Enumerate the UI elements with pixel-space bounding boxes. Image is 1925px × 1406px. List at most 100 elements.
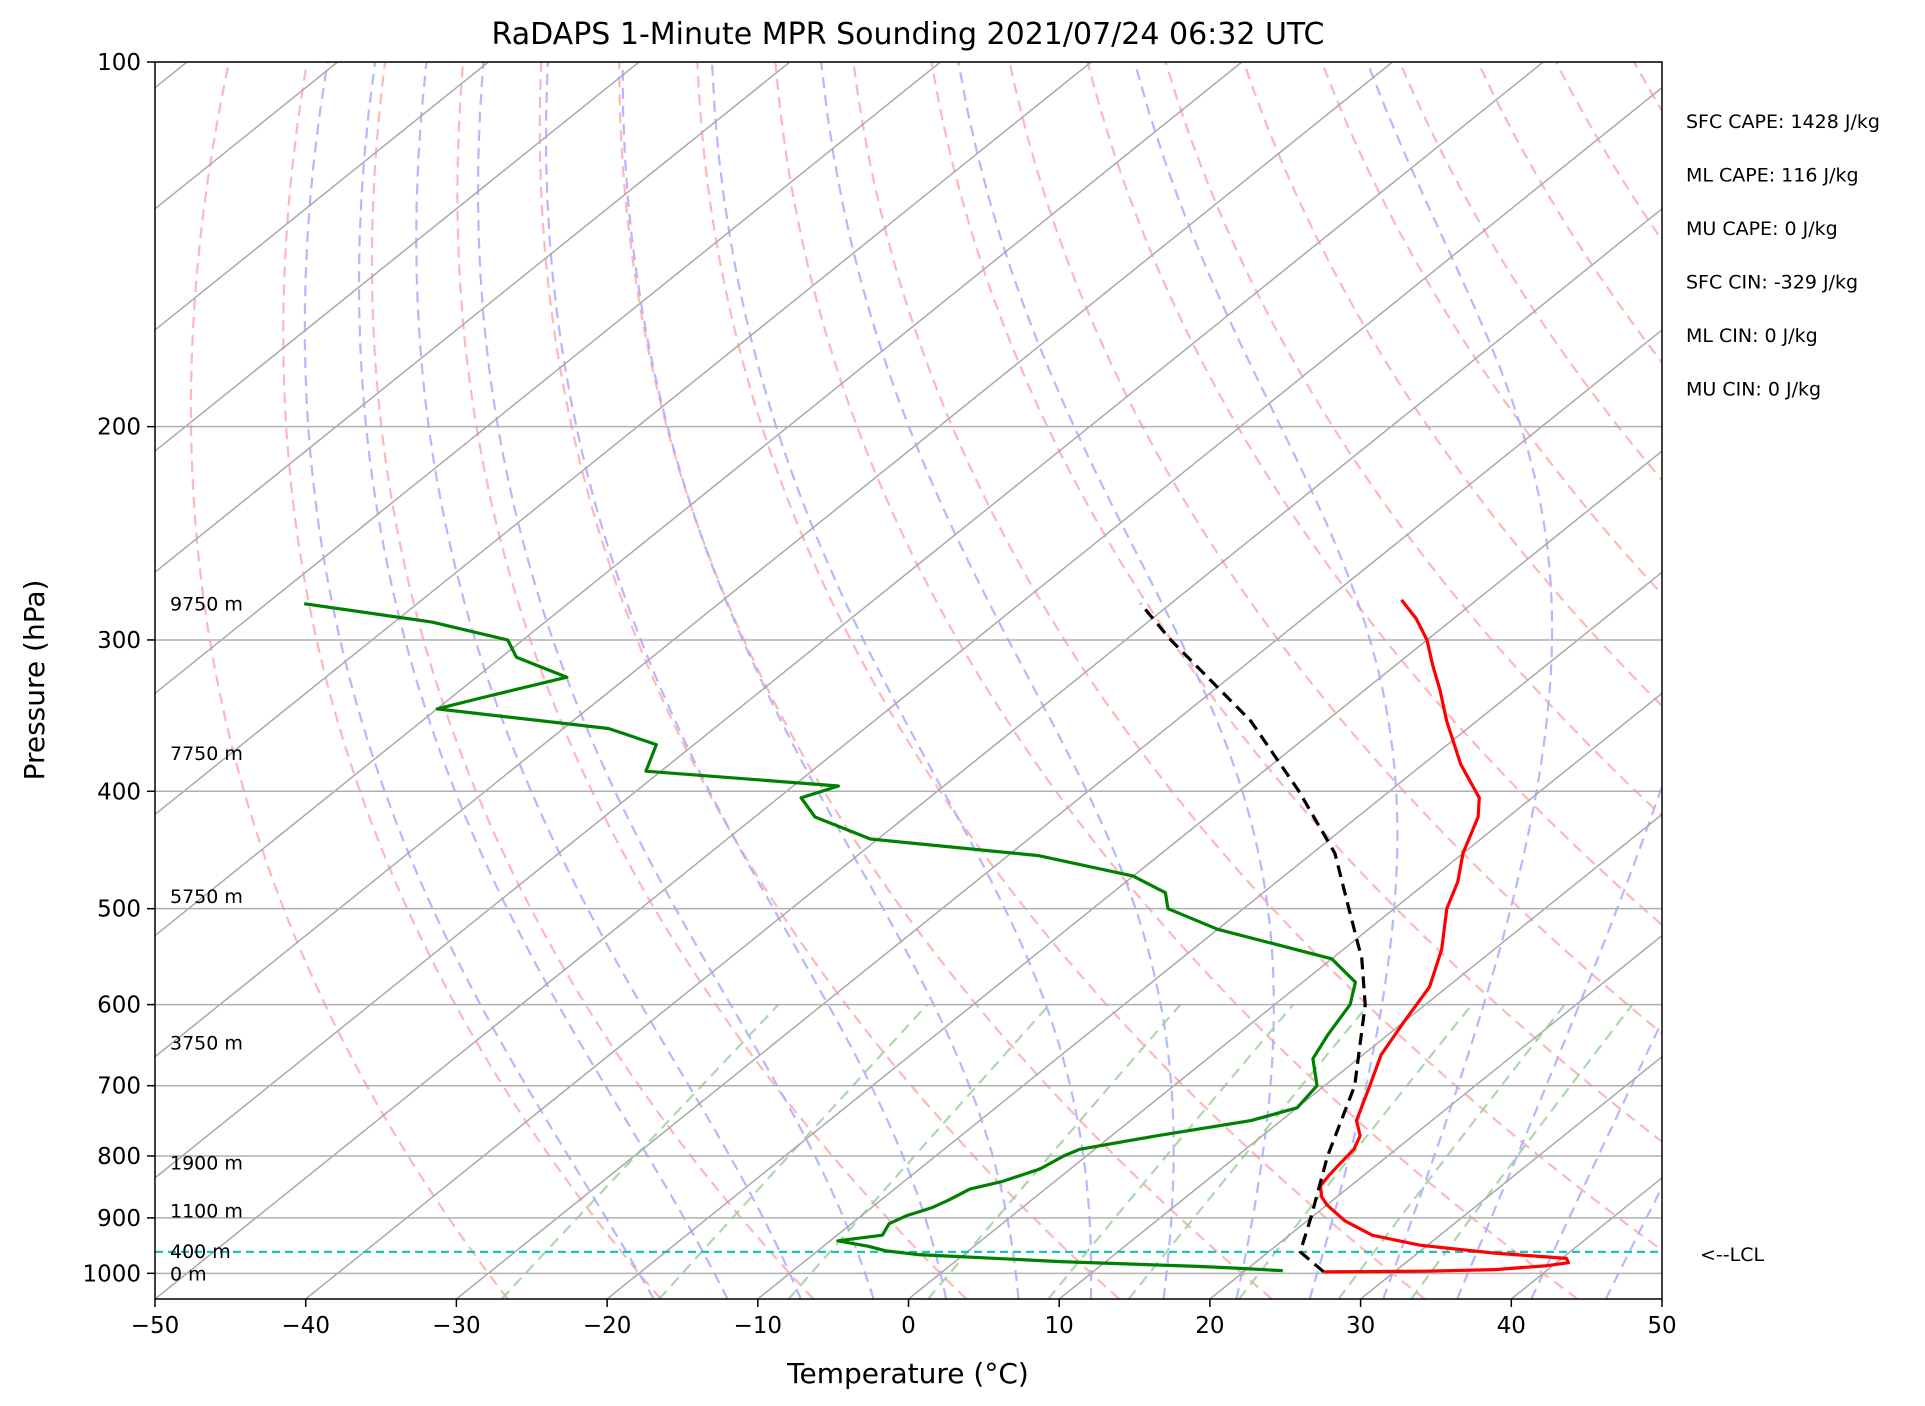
moist-adiabat	[1366, 62, 1554, 1299]
grid-lines	[155, 62, 1662, 1299]
isotherm-line	[155, 62, 489, 331]
x-tick-label: −30	[432, 1313, 481, 1339]
isotherm-line	[155, 62, 640, 453]
isotherm-line	[305, 207, 1662, 1299]
stat-label: ML CAPE: 116 J/kg	[1686, 165, 1859, 187]
height-label: 7750 m	[170, 743, 243, 765]
height-label: 1100 m	[170, 1200, 243, 1222]
dry-adiabat	[1633, 62, 1662, 113]
isotherm-line	[1360, 1055, 1662, 1299]
reference-lines	[189, 62, 1925, 1299]
stat-label: MU CAPE: 0 J/kg	[1686, 218, 1838, 240]
parcel-line	[1139, 602, 1367, 1274]
x-axis-label: Temperature (°C)	[786, 1357, 1029, 1390]
dry-adiabat	[1868, 62, 1925, 1299]
mixing-ratio-line	[1337, 1003, 1566, 1299]
y-tick-label: 900	[97, 1206, 141, 1232]
y-tick-label: 200	[97, 415, 141, 441]
dry-adiabat	[1476, 62, 1662, 365]
stat-label: SFC CAPE: 1428 J/kg	[1686, 111, 1880, 133]
y-tick-label: 400	[97, 779, 141, 805]
x-tick-label: −10	[734, 1313, 783, 1339]
moist-adiabat	[476, 62, 875, 1299]
x-tick-label: 20	[1195, 1313, 1224, 1339]
stat-label: MU CIN: 0 J/kg	[1686, 379, 1821, 401]
moist-adiabat	[544, 62, 948, 1299]
y-tick-label: 800	[97, 1144, 141, 1170]
moist-adiabat	[1530, 1018, 1662, 1299]
isotherm-line	[455, 328, 1662, 1299]
height-label: 3750 m	[170, 1033, 243, 1055]
dry-adiabat	[370, 62, 815, 1299]
isotherm-line	[757, 571, 1662, 1299]
dry-adiabat	[1242, 62, 1662, 708]
isotherm-line	[908, 692, 1662, 1299]
moist-adiabat	[621, 62, 1020, 1299]
isotherm-line	[606, 450, 1662, 1299]
series-lines	[155, 598, 1662, 1274]
x-tick-label: −20	[583, 1313, 632, 1339]
height-label: 5750 m	[170, 886, 243, 908]
chart-title: RaDAPS 1-Minute MPR Sounding 2021/07/24 …	[492, 17, 1325, 52]
height-label: 9750 m	[170, 594, 243, 616]
isotherm-line	[1661, 1298, 1662, 1299]
isotherm-line	[155, 62, 1092, 816]
mixing-ratio-line	[658, 1003, 929, 1299]
moist-adiabat	[1604, 1184, 1662, 1299]
mixing-ratio-line	[1238, 1003, 1473, 1299]
dry-adiabat	[774, 62, 1579, 1299]
x-tick-label: 40	[1497, 1313, 1526, 1339]
moist-adiabat	[957, 62, 1275, 1299]
dry-adiabat	[282, 62, 662, 1299]
dry-adiabat	[1555, 62, 1662, 243]
x-tick-label: 50	[1647, 1313, 1676, 1339]
isotherm-line	[155, 62, 791, 574]
dewpoint-line	[303, 602, 1358, 1273]
x-tick-label: 30	[1346, 1313, 1375, 1339]
y-axis-label: Pressure (hPa)	[18, 580, 51, 781]
y-tick-label: 300	[97, 628, 141, 654]
isotherm-line	[155, 62, 1544, 1179]
isotherm-line	[155, 86, 1662, 1299]
x-tick-label: 10	[1045, 1313, 1074, 1339]
height-label: 1900 m	[170, 1152, 243, 1174]
dry-adiabat	[852, 62, 1662, 1252]
lcl-label: <--LCL	[1700, 1244, 1764, 1266]
moist-adiabat	[710, 62, 1093, 1299]
moist-adiabat	[1456, 783, 1662, 1299]
dry-adiabat	[1712, 62, 1925, 1299]
y-tick-label: 700	[97, 1074, 141, 1100]
height-label: 0 m	[170, 1263, 207, 1285]
isotherm-line	[155, 62, 1243, 937]
stat-label: ML CIN: 0 J/kg	[1686, 325, 1818, 347]
mixing-ratio-line	[787, 1003, 1051, 1299]
dry-adiabat	[189, 62, 509, 1299]
mixing-ratio-line	[1410, 1003, 1634, 1299]
isotherm-line	[1058, 813, 1662, 1299]
dry-adiabat	[1398, 62, 1662, 482]
moist-adiabat	[357, 62, 729, 1299]
dry-adiabat	[1790, 62, 1925, 1299]
mixing-ratio-line	[1047, 1003, 1295, 1299]
isotherm-line	[155, 62, 1394, 1058]
moist-adiabat	[820, 62, 1175, 1299]
height-label: 400 m	[170, 1241, 231, 1263]
isotherm-line	[1209, 934, 1662, 1299]
x-tick-label: −50	[131, 1313, 180, 1339]
x-tick-label: 0	[901, 1313, 916, 1339]
mixing-ratio-line	[927, 1003, 1182, 1299]
moist-adiabat	[415, 62, 802, 1299]
y-tick-label: 500	[97, 897, 141, 923]
dry-adiabat	[1320, 62, 1662, 596]
dry-adiabat	[1008, 62, 1662, 1035]
axis-ticks: −50 −40 −30 −20 −10 0 10 20 30 40 50 100 200 300 400 50…	[82, 50, 1676, 1339]
isotherm-line	[155, 62, 941, 695]
dry-adiabat	[538, 62, 1120, 1299]
mixing-ratio-line	[1127, 1003, 1370, 1299]
dry-adiabat	[1086, 62, 1662, 927]
isotherm-line	[1510, 1176, 1662, 1299]
dry-adiabat	[696, 62, 1426, 1299]
stat-label: SFC CIN: -329 J/kg	[1686, 272, 1858, 294]
